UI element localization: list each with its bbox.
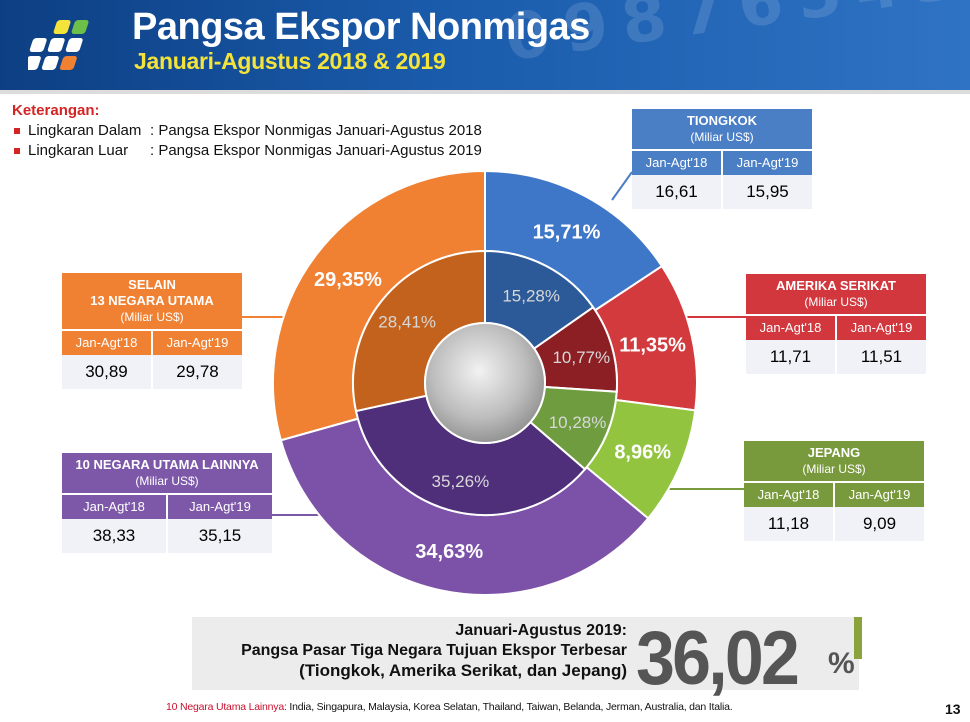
summary-line-2: Pangsa Pasar Tiga Negara Tujuan Ekspor T… <box>241 642 627 659</box>
legend-item-outer: Lingkaran Luar : Pangsa Ekspor Nonmigas … <box>12 142 482 159</box>
box-unit: (Miliar US$) <box>804 295 868 309</box>
bullet-icon <box>14 147 20 154</box>
legend-key: Lingkaran Dalam <box>28 122 142 139</box>
box-unit: (Miliar US$) <box>802 462 866 476</box>
legend-value: : Pangsa Ekspor Nonmigas Januari-Agustus… <box>150 122 482 139</box>
box-header: AMERIKA SERIKAT (Miliar US$) <box>746 274 926 314</box>
summary-text: Januari-Agustus 2019: Pangsa Pasar Tiga … <box>241 621 627 681</box>
summary-panel: Januari-Agustus 2019: Pangsa Pasar Tiga … <box>192 616 862 701</box>
outer-label-tiongkok: 15,71% <box>533 222 601 244</box>
box-values: 38,33 35,15 <box>62 519 272 553</box>
col-2018: Jan-Agt'18 <box>83 499 145 514</box>
inner-label-tiongkok: 15,28% <box>502 286 560 305</box>
page-title: Pangsa Ekspor Nonmigas <box>132 6 590 48</box>
box-columns: Jan-Agt'18 Jan-Agt'19 <box>632 149 812 175</box>
box-selain-13-negara-utama: SELAIN 13 NEGARA UTAMA (Miliar US$) Jan-… <box>62 273 242 389</box>
page-number: 13 <box>945 701 961 717</box>
col-2019: Jan-Agt'19 <box>835 316 926 340</box>
outer-ring-2019 <box>272 169 698 596</box>
summary-unit: % <box>828 647 855 680</box>
box-title: SELAIN <box>128 277 176 292</box>
value-2018: 11,71 <box>769 347 812 366</box>
bps-logo-icon <box>28 20 89 70</box>
value-2019: 35,15 <box>166 519 272 553</box>
box-values: 30,89 29,78 <box>62 355 242 389</box>
box-title: TIONGKOK <box>686 113 758 128</box>
box-title-line-2: 13 NEGARA UTAMA <box>90 293 214 308</box>
connector-tiongkok <box>611 171 633 201</box>
col-2018: Jan-Agt'18 <box>757 487 820 502</box>
inner-label-amerika-serikat: 10,77% <box>552 348 610 367</box>
col-2018: Jan-Agt'18 <box>645 155 708 170</box>
col-2018: Jan-Agt'18 <box>759 320 822 335</box>
slice-labels: 15,71% 11,35% 8,96% 34,63% 29,35% 15,28% 10,77… <box>314 222 686 564</box>
box-amerika-serikat: AMERIKA SERIKAT (Miliar US$) Jan-Agt'18 … <box>746 274 926 374</box>
value-2019: 11,51 <box>835 340 926 374</box>
bullet-icon <box>14 127 20 134</box>
legend-item-inner: Lingkaran Dalam : Pangsa Ekspor Nonmigas… <box>12 122 482 139</box>
summary-line-1: Januari-Agustus 2019: <box>455 622 627 639</box>
header-banner: 0 9 8 7 6 5 4 3 2 1 0 9 8 Pangsa Ekspor … <box>0 0 970 90</box>
col-2018: Jan-Agt'18 <box>75 335 138 350</box>
outer-label-selain: 29,35% <box>314 269 382 291</box>
header-divider <box>0 90 970 94</box>
value-2018: 38,33 <box>92 526 136 545</box>
box-columns: Jan-Agt'18 Jan-Agt'19 <box>746 314 926 340</box>
box-jepang: JEPANG (Miliar US$) Jan-Agt'18 Jan-Agt'1… <box>744 441 924 541</box>
outer-label-lainnya: 34,63% <box>415 541 483 563</box>
box-title: 10 NEGARA UTAMA LAINNYA <box>75 457 259 472</box>
inner-label-jepang: 10,28% <box>549 413 607 432</box>
box-values: 16,61 15,95 <box>632 175 812 209</box>
box-title: AMERIKA SERIKAT <box>776 278 896 293</box>
col-2019: Jan-Agt'19 <box>721 151 812 175</box>
col-2019: Jan-Agt'19 <box>151 331 242 355</box>
box-header: 10 NEGARA UTAMA LAINNYA (Miliar US$) <box>62 453 272 493</box>
value-2018: 11,18 <box>767 514 810 533</box>
value-2018: 30,89 <box>85 362 128 381</box>
box-columns: Jan-Agt'18 Jan-Agt'19 <box>62 493 272 519</box>
value-2019: 9,09 <box>833 507 924 541</box>
box-header: TIONGKOK (Miliar US$) <box>632 109 812 149</box>
box-unit: (Miliar US$) <box>135 474 199 488</box>
accent-bar <box>854 617 862 659</box>
inner-label-lainnya: 35,26% <box>432 472 490 491</box>
box-values: 11,18 9,09 <box>744 507 924 541</box>
page-subtitle: Januari-Agustus 2018 & 2019 <box>134 48 446 74</box>
outer-label-amerika-serikat: 11,35% <box>619 334 686 356</box>
legend-heading: Keterangan: <box>12 102 100 119</box>
legend-key: Lingkaran Luar <box>28 142 129 159</box>
summary-line-3: (Tiongkok, Amerika Serikat, dan Jepang) <box>299 661 627 680</box>
inner-label-selain: 28,41% <box>378 312 436 331</box>
legend-value: : Pangsa Ekspor Nonmigas Januari-Agustus… <box>150 142 482 159</box>
outer-label-jepang: 8,96% <box>614 442 671 464</box>
box-10-negara-utama-lainnya: 10 NEGARA UTAMA LAINNYA (Miliar US$) Jan… <box>62 453 272 553</box>
col-2019: Jan-Agt'19 <box>833 483 924 507</box>
summary-value: 36,02 <box>636 616 800 701</box>
footnote: 10 Negara Utama Lainnya: India, Singapur… <box>166 701 733 713</box>
value-2019: 15,95 <box>721 175 812 209</box>
box-columns: Jan-Agt'18 Jan-Agt'19 <box>744 481 924 507</box>
footnote-text: India, Singapura, Malaysia, Korea Selata… <box>286 701 733 713</box>
col-2019: Jan-Agt'19 <box>166 495 272 519</box>
box-header: JEPANG (Miliar US$) <box>744 441 924 481</box>
box-header: SELAIN 13 NEGARA UTAMA (Miliar US$) <box>62 273 242 329</box>
footnote-label: 10 Negara Utama Lainnya: <box>166 701 287 713</box>
box-values: 11,71 11,51 <box>746 340 926 374</box>
box-title: JEPANG <box>807 445 861 460</box>
value-2018: 16,61 <box>655 182 698 201</box>
value-2019: 29,78 <box>151 355 242 389</box>
box-tiongkok: TIONGKOK (Miliar US$) Jan-Agt'18 Jan-Agt… <box>632 109 812 209</box>
box-unit: (Miliar US$) <box>690 130 754 144</box>
legend: Keterangan: Lingkaran Dalam : Pangsa Eks… <box>12 102 482 159</box>
box-unit: (Miliar US$) <box>120 310 184 324</box>
box-columns: Jan-Agt'18 Jan-Agt'19 <box>62 329 242 355</box>
donut-hub <box>424 322 546 444</box>
